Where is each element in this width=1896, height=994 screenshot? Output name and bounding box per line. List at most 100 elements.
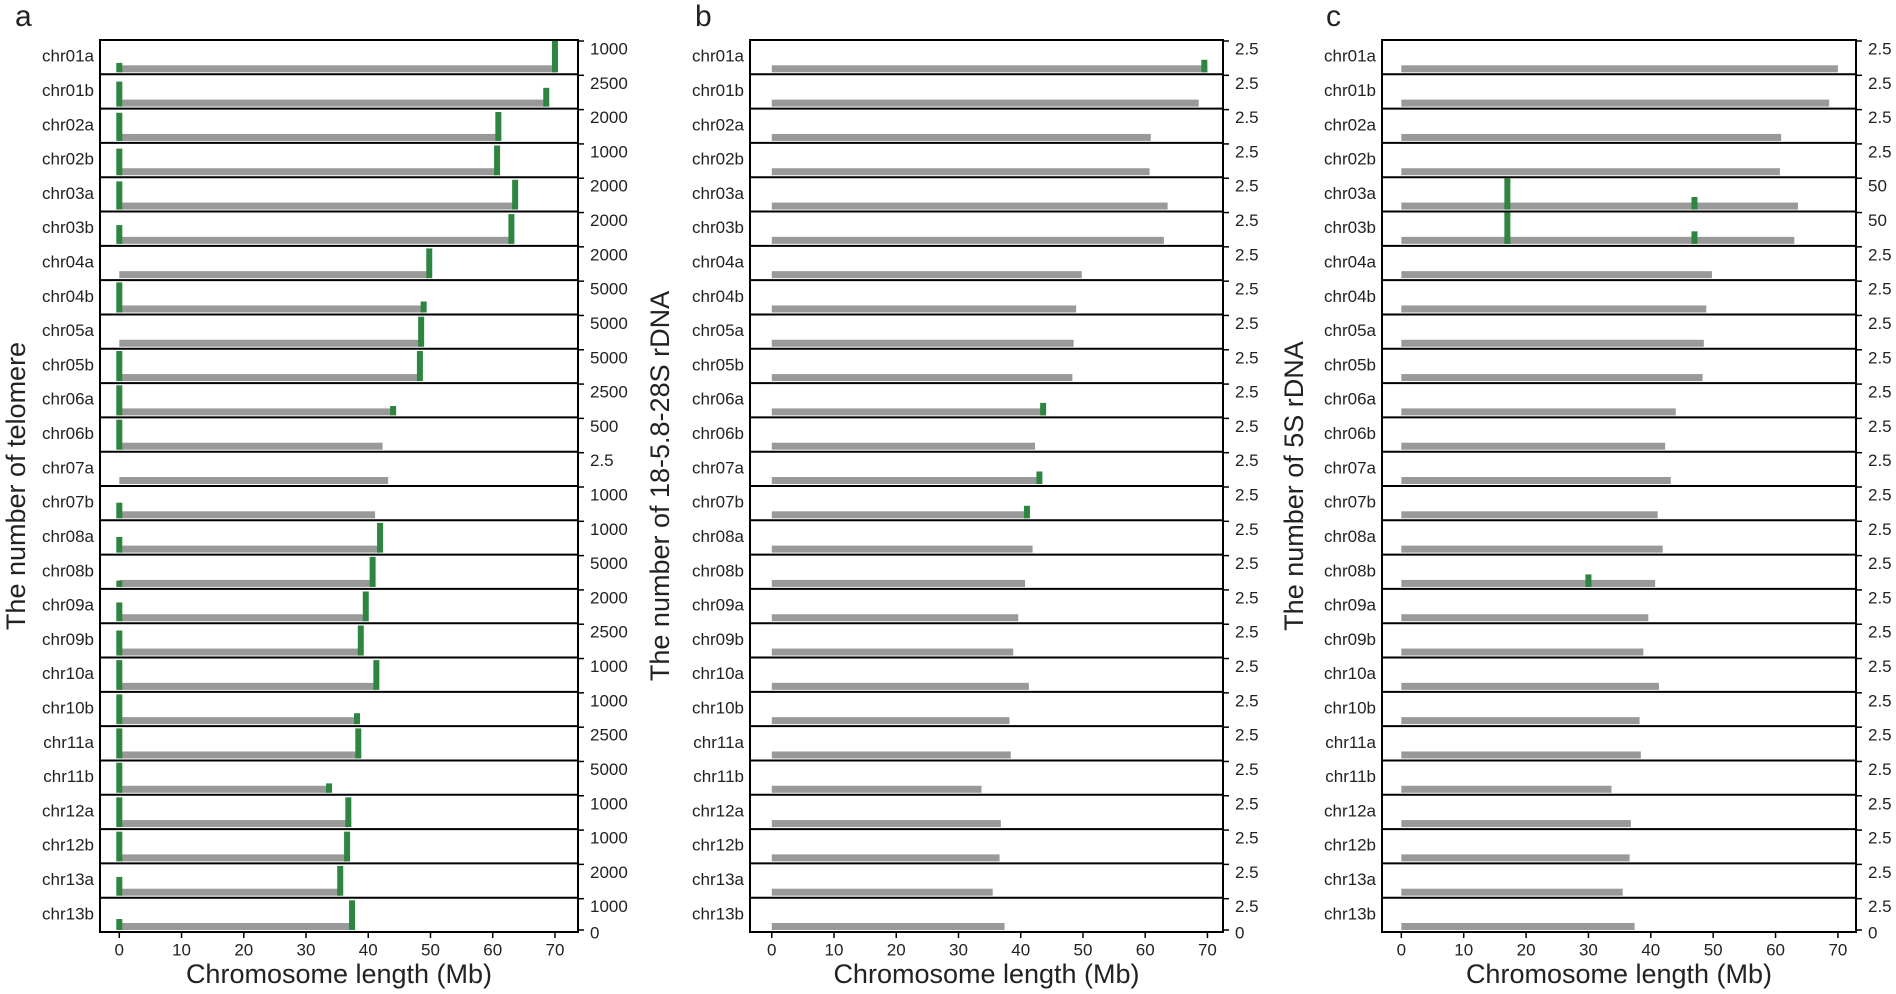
row-label: chr05a	[1324, 321, 1377, 340]
row-label: chr13a	[42, 870, 95, 889]
signal-bar	[326, 783, 333, 793]
chromosome-bar	[119, 511, 376, 519]
chromosome-bar	[1401, 477, 1671, 484]
chromosome-bar	[771, 717, 1010, 725]
row-label: chr06b	[42, 424, 94, 443]
row-label: chr09a	[1324, 596, 1377, 615]
y-tick-label: 2000	[590, 177, 628, 196]
row-label: chr10a	[42, 664, 95, 683]
row-label: chr13a	[1324, 870, 1377, 889]
x-tick-label: 10	[172, 940, 191, 959]
chromosome-bar	[1401, 923, 1635, 930]
y-tick-label: 2.5	[1235, 39, 1259, 58]
y-tick-label: 2.5	[1868, 383, 1892, 402]
y-tick-label: 2500	[590, 383, 628, 402]
row-label: chr06a	[42, 390, 95, 409]
y-tick-label: 2.5	[1235, 726, 1259, 745]
chromosome-bar	[1401, 339, 1704, 347]
signal-bar	[116, 728, 123, 759]
y-tick-label: 2.5	[1235, 142, 1259, 161]
signal-bar	[116, 385, 123, 416]
signal-bar	[1585, 574, 1592, 587]
x-tick-label: 50	[421, 940, 440, 959]
row-label: chr02b	[692, 150, 744, 169]
row-label: chr01a	[42, 47, 95, 66]
signal-bar	[116, 797, 123, 828]
chromosome-bar	[771, 751, 1011, 759]
signal-bar	[116, 282, 123, 313]
chromosome-bar	[119, 271, 430, 279]
row-label: chr04a	[692, 252, 745, 271]
x-axis-label: Chromosome length (Mb)	[1466, 959, 1772, 989]
chromosome-bar	[771, 785, 982, 793]
chromosome-bar	[1401, 820, 1631, 828]
row-label: chr04a	[1324, 252, 1377, 271]
row-label: chr07a	[1324, 458, 1377, 477]
x-tick-label: 70	[1198, 940, 1217, 959]
chromosome-bar	[771, 442, 1036, 450]
signal-bar	[116, 831, 123, 862]
y-tick-label: 2.5	[1868, 280, 1892, 299]
y-tick-label: 2.5	[1235, 451, 1259, 470]
x-tick-label: 30	[1579, 940, 1598, 959]
y-tick-label: 2.5	[1868, 245, 1892, 264]
x-tick-label: 50	[1074, 940, 1093, 959]
x-axis-label: Chromosome length (Mb)	[186, 959, 492, 989]
chromosome-bar	[771, 579, 1026, 587]
y-tick-label: 1000	[590, 691, 628, 710]
panel-label: a	[15, 0, 32, 33]
y-tick-label: 2.5	[1235, 245, 1259, 264]
chromosome-bar	[771, 854, 1000, 862]
row-label: chr11b	[1325, 767, 1376, 786]
signal-bar	[373, 660, 380, 690]
signal-bar	[116, 225, 123, 244]
chromosome-bar	[119, 374, 420, 382]
row-label: chr01b	[692, 81, 744, 100]
row-label: chr13a	[692, 870, 745, 889]
row-label: chr07b	[42, 493, 94, 512]
y-tick-label: 2.5	[1868, 726, 1892, 745]
signal-bar	[1691, 231, 1698, 244]
chromosome-bar	[119, 202, 516, 210]
y-tick-label: 2.5	[1235, 177, 1259, 196]
chromosome-bar	[119, 133, 499, 141]
x-tick-label: 10	[1454, 940, 1473, 959]
row-label: chr05a	[692, 321, 745, 340]
y-tick-label: 1000	[590, 485, 628, 504]
row-label: chr02a	[1324, 115, 1377, 134]
y-axis-label: The number of 5S rDNA	[1279, 341, 1309, 631]
chromosome-bar	[119, 751, 359, 759]
y-tick-label: 2000	[590, 863, 628, 882]
y-tick-label: 1000	[590, 39, 628, 58]
y-tick-label: 2.5	[1235, 520, 1259, 539]
row-label: chr03a	[692, 184, 745, 203]
chromosome-bar	[119, 442, 383, 450]
y-tick-label: 2.5	[1235, 829, 1259, 848]
row-label: chr02a	[42, 115, 95, 134]
row-label: chr09a	[692, 596, 745, 615]
row-label: chr09b	[42, 630, 94, 649]
signal-bar	[116, 580, 123, 587]
y-tick-label: 2000	[590, 588, 628, 607]
y-tick-label: 2.5	[1868, 760, 1892, 779]
y-tick-label: 2.5	[1868, 348, 1892, 367]
row-label: chr12a	[42, 801, 95, 820]
row-label: chr03a	[1324, 184, 1377, 203]
x-tick-label: 60	[1136, 940, 1155, 959]
chromosome-bar	[771, 374, 1073, 382]
x-tick-label: 50	[1704, 940, 1723, 959]
y-tick-label: 2.5	[1868, 829, 1892, 848]
row-label: chr03b	[1324, 218, 1376, 237]
chromosome-bar	[771, 545, 1033, 553]
chromosome-bar	[119, 923, 353, 930]
row-label: chr05b	[692, 355, 744, 374]
chromosome-bar	[1401, 648, 1644, 656]
row-label: chr05b	[1324, 355, 1376, 374]
y-tick-label: 5000	[590, 554, 628, 573]
chromosome-bar	[1401, 133, 1782, 141]
chromosome-bar	[771, 477, 1041, 484]
chromosome-bar	[771, 305, 1077, 313]
row-label: chr09b	[692, 630, 744, 649]
signal-bar	[377, 522, 384, 553]
y-axis-label: The number of 18-5.8-28S rDNA	[645, 291, 675, 681]
